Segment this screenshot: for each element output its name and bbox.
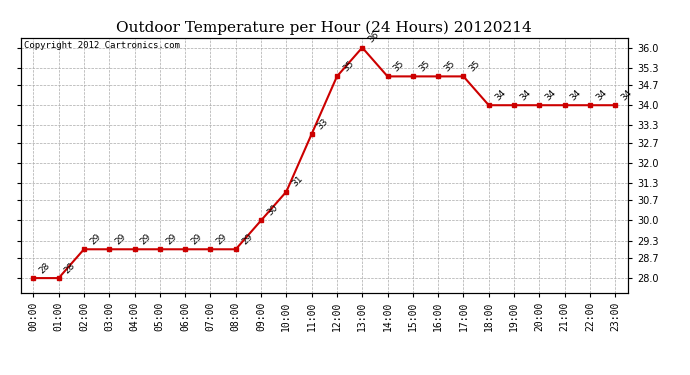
Text: 35: 35: [341, 59, 355, 74]
Text: 35: 35: [468, 59, 482, 74]
Text: 29: 29: [113, 232, 128, 246]
Text: 34: 34: [518, 88, 533, 102]
Text: 34: 34: [493, 88, 507, 102]
Text: 29: 29: [215, 232, 229, 246]
Text: 28: 28: [63, 261, 77, 275]
Text: Copyright 2012 Cartronics.com: Copyright 2012 Cartronics.com: [23, 41, 179, 50]
Text: 35: 35: [417, 59, 431, 74]
Text: 36: 36: [366, 30, 381, 45]
Text: 29: 29: [139, 232, 153, 246]
Text: 29: 29: [164, 232, 179, 246]
Text: 31: 31: [290, 174, 305, 189]
Text: 29: 29: [240, 232, 255, 246]
Text: 30: 30: [265, 203, 279, 218]
Text: 34: 34: [569, 88, 583, 102]
Text: 29: 29: [88, 232, 103, 246]
Text: 34: 34: [594, 88, 609, 102]
Text: 29: 29: [189, 232, 204, 246]
Text: 35: 35: [442, 59, 457, 74]
Text: 34: 34: [544, 88, 558, 102]
Text: 28: 28: [37, 261, 52, 275]
Title: Outdoor Temperature per Hour (24 Hours) 20120214: Outdoor Temperature per Hour (24 Hours) …: [117, 21, 532, 35]
Text: 35: 35: [392, 59, 406, 74]
Text: 34: 34: [620, 88, 634, 102]
Text: 33: 33: [316, 117, 331, 131]
